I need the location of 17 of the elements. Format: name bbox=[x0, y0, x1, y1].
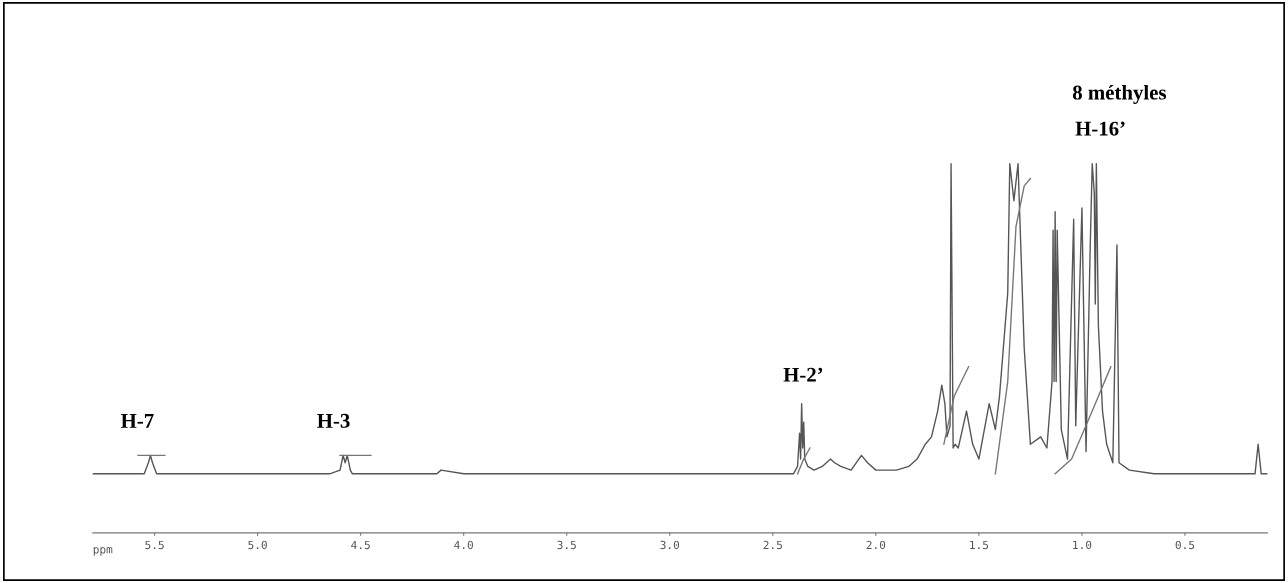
x-tick-label: 2.0 bbox=[866, 540, 886, 550]
annotation: H-3 bbox=[317, 413, 350, 428]
x-tick-label: 3.5 bbox=[557, 540, 576, 550]
text: 8 méthyles bbox=[1072, 84, 1167, 104]
x-tick-label: 4.0 bbox=[454, 540, 473, 550]
x-tick-label: 2.5 bbox=[763, 540, 782, 550]
x-tick-label: 1.0 bbox=[1073, 540, 1092, 550]
x-tick-label: 1.5 bbox=[970, 540, 989, 550]
x-tick-label: 3.0 bbox=[660, 540, 680, 550]
x-tick-label: 0.5 bbox=[1175, 540, 1195, 550]
annotation: H-2’ bbox=[783, 367, 823, 382]
text: H-16’ bbox=[1075, 121, 1125, 136]
x-tick-label: 4.5 bbox=[351, 540, 370, 550]
x-axis-title: ppm bbox=[93, 547, 113, 556]
x-tick-label: 5.5 bbox=[145, 540, 164, 550]
annotation: H-7 bbox=[120, 414, 154, 428]
x-tick-label: 5.0 bbox=[248, 540, 267, 550]
